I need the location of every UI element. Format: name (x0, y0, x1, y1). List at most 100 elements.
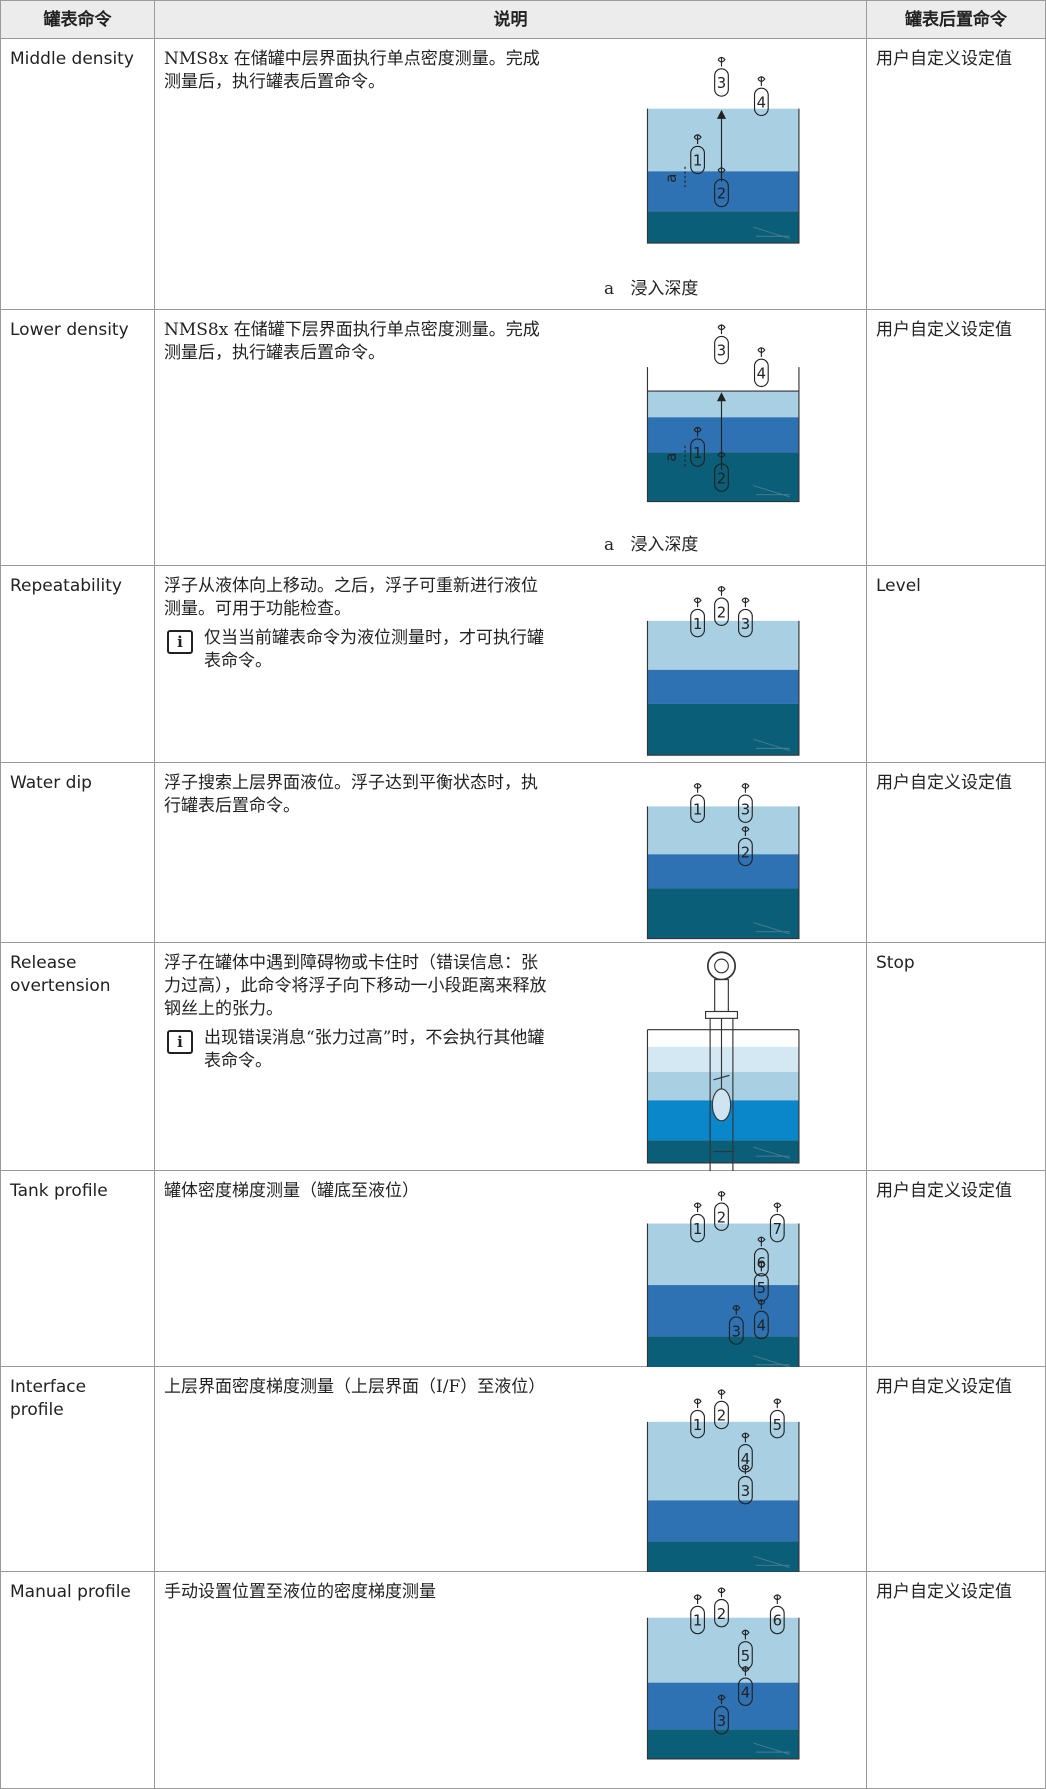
command: Middle density (0, 39, 155, 310)
liquid-layer (647, 1500, 799, 1542)
float (690, 438, 705, 467)
float (769, 1605, 785, 1635)
float-label: 5 (757, 1280, 766, 1297)
float-wire (693, 134, 702, 144)
float-label: 3 (717, 343, 726, 360)
description: 上层界面密度梯度测量（上层界面（I/F）至液位） 1 2 5 4 3 (155, 1367, 867, 1572)
float (769, 1409, 785, 1439)
float (714, 1705, 729, 1735)
arrowhead (716, 392, 727, 402)
float-label: 2 (741, 845, 750, 862)
note-text: 出现错误消息“张力过高”时，不会执行其他罐表命令。 (204, 1028, 545, 1071)
header-cell: 说明 (155, 0, 867, 39)
liquid-layer (647, 417, 799, 453)
tank-floor-mark (753, 226, 790, 239)
command: Release overtension (0, 943, 155, 1171)
float-label: 3 (717, 75, 726, 92)
liquid-layer (647, 1682, 799, 1730)
liquid-layer (647, 669, 799, 704)
float-label: 1 (693, 616, 702, 633)
float-label: 2 (717, 604, 726, 621)
post-command: 用户自定义设定值 (867, 763, 1046, 943)
command: Repeatability (0, 566, 155, 763)
tank-wall (646, 108, 800, 244)
float-label: 3 (732, 1323, 741, 1340)
float-label: 1 (693, 801, 702, 818)
liquid-layer (647, 1541, 799, 1572)
post-command: Stop (867, 943, 1046, 1171)
liquid-layer (647, 703, 799, 756)
float-wire (717, 586, 726, 596)
gauge-flange (704, 1010, 739, 1019)
float (714, 1202, 729, 1231)
command: Tank profile (0, 1171, 155, 1367)
float-wire (741, 1464, 750, 1475)
tank-floor-mark (753, 1742, 790, 1755)
float-label: 2 (717, 186, 726, 203)
float-wire (717, 451, 726, 462)
tank-diagram: 1 3 2 (646, 783, 800, 940)
float (714, 335, 729, 365)
float-label: 2 (717, 1606, 726, 1623)
float-label: 4 (741, 1684, 750, 1701)
liquid-layer (647, 452, 799, 502)
float-label: 3 (741, 801, 750, 818)
description-text: NMS8x 在储罐下层界面执行单点密度测量。完成测量后，执行罐表后置命令。 (164, 320, 540, 363)
float-wire (757, 347, 766, 357)
tank-floor-mark (753, 1146, 790, 1159)
float-wire (741, 1666, 750, 1676)
float (714, 68, 729, 97)
header-cell: 罐表命令 (0, 0, 155, 39)
float-wire (717, 1389, 726, 1400)
tank-wall (646, 1223, 800, 1367)
stilling-pipe (709, 1018, 734, 1171)
post-command: 用户自定义设定值 (867, 39, 1046, 310)
tank-diagram: 1 2 6 5 43 (646, 1587, 800, 1760)
float-label: 4 (757, 366, 766, 383)
float-wire (717, 167, 726, 178)
displacer (711, 1088, 732, 1122)
tank-diagram (646, 951, 800, 1171)
description-text: 手动设置位置至液位的密度梯度测量 (164, 1582, 436, 1602)
gauge-head (706, 951, 737, 981)
tank-wall (646, 806, 800, 940)
post-command: 用户自定义设定值 (867, 1171, 1046, 1367)
command: Manual profile (0, 1572, 155, 1789)
float-wire (757, 1261, 766, 1272)
tank-floor-mark (753, 738, 790, 752)
float (738, 608, 753, 638)
float-label: 5 (773, 1417, 782, 1434)
description: NMS8x 在储罐中层界面执行单点密度测量。完成测量后，执行罐表后置命令。 a 浸… (155, 39, 867, 310)
liquid-layer (647, 171, 799, 212)
float-label: 4 (757, 1318, 766, 1335)
float-wire (693, 1594, 702, 1605)
command: Interface profile (0, 1367, 155, 1572)
float-label: 1 (693, 153, 702, 170)
liquid-layer (647, 1421, 799, 1501)
float (714, 463, 729, 492)
float-wire (741, 1432, 750, 1443)
liquid-layer (647, 108, 799, 172)
float-wire (773, 1202, 782, 1213)
float-label: 4 (757, 95, 766, 112)
float-wire (773, 1398, 782, 1409)
float-wire (741, 597, 750, 608)
description: 罐体密度梯度测量（罐底至液位） 1 2 7 6 5 4 3 (155, 1171, 867, 1367)
float-label: 3 (717, 1713, 726, 1730)
float-label: 5 (741, 1648, 750, 1665)
float-wire (757, 1236, 766, 1247)
tank-floor-mark (753, 485, 790, 498)
tank-diagram: 123 (646, 586, 800, 756)
float (714, 178, 729, 208)
description-text: NMS8x 在储罐中层界面执行单点密度测量。完成测量后，执行罐表后置命令。 (164, 49, 540, 92)
float (753, 1310, 769, 1340)
info-icon: i (167, 1030, 193, 1054)
float-label: 3 (741, 616, 750, 633)
float-wire (717, 1694, 726, 1705)
tank-wall (646, 1617, 800, 1760)
post-command: 用户自定义设定值 (867, 310, 1046, 566)
caption: a 浸入深度 (604, 278, 698, 301)
liquid-layer (647, 1617, 799, 1683)
float-wire (741, 1629, 750, 1640)
float-wire (717, 1191, 726, 1201)
